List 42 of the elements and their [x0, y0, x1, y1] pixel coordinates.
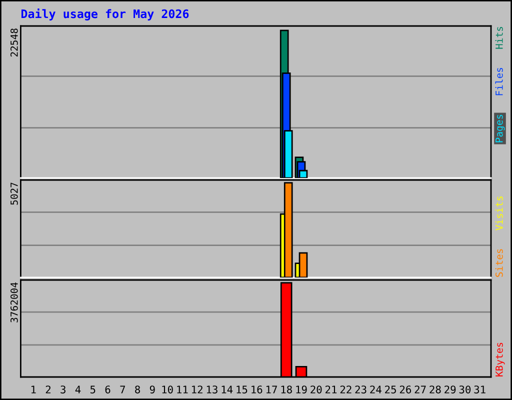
text: Pages — [496, 114, 505, 142]
x-tick-label: 7 — [120, 386, 125, 394]
x-tick-label: 31 — [474, 386, 486, 394]
x-tick-label: 28 — [430, 386, 441, 394]
text: Files — [495, 68, 503, 96]
text: 22548 — [10, 28, 18, 57]
x-tick-label: 8 — [135, 386, 140, 394]
x-tick-label: 11 — [177, 386, 188, 394]
text: 3762004 — [10, 282, 18, 322]
x-tick-label: 2 — [46, 386, 50, 394]
x-tick-label: 23 — [355, 386, 366, 394]
x-tick-label: 9 — [150, 386, 155, 394]
x-tick-label: 6 — [105, 386, 110, 394]
text: Visits — [495, 196, 503, 230]
x-tick-label: 25 — [385, 386, 396, 394]
x-tick-label: 17 — [266, 386, 277, 394]
x-tick-label: 26 — [400, 386, 412, 394]
text: Hits — [495, 26, 503, 49]
x-tick-label: 3 — [60, 386, 66, 394]
x-tick-label: 5 — [90, 386, 96, 394]
x-tick-label: 29 — [444, 386, 456, 394]
x-tick-label: 27 — [414, 386, 426, 394]
x-tick-label: 19 — [296, 386, 307, 394]
x-tick-label: 18 — [281, 386, 292, 394]
x-tick-label: 1 — [31, 386, 36, 394]
x-tick-label: 4 — [75, 386, 81, 394]
x-tick-label: 10 — [162, 386, 173, 394]
x-tick-label: 21 — [326, 386, 337, 394]
x-tick-label: 22 — [340, 386, 352, 394]
x-tick-label: 24 — [370, 386, 382, 394]
chart-title: Daily usage for May 2026 — [21, 8, 189, 20]
x-tick-label: 13 — [206, 386, 218, 394]
text: KBytes — [496, 342, 505, 376]
x-tick-label: 15 — [236, 386, 248, 394]
x-tick-label: 30 — [459, 386, 471, 394]
bar — [298, 252, 308, 278]
x-tick-label: 12 — [192, 386, 202, 394]
x-tick-label: 20 — [310, 386, 322, 394]
x-tick-label: 16 — [252, 386, 262, 394]
text: Sites — [495, 249, 503, 277]
x-tick-label: 14 — [222, 386, 233, 394]
text: 5027 — [10, 182, 18, 205]
